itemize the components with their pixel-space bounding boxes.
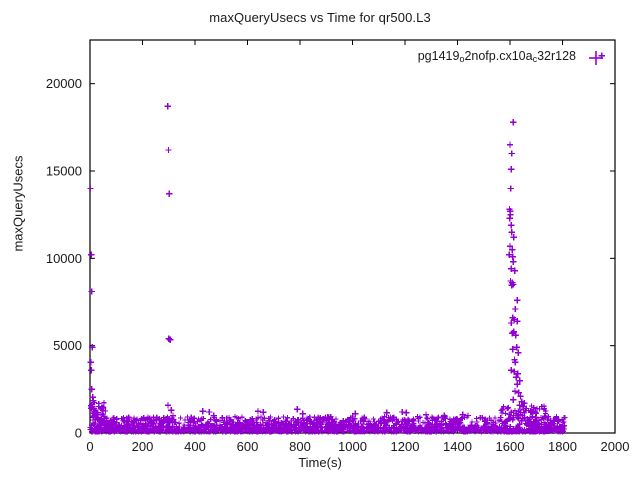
svg-text:0: 0 bbox=[86, 439, 93, 454]
svg-text:1600: 1600 bbox=[496, 439, 525, 454]
x-axis-label: Time(s) bbox=[298, 455, 342, 470]
svg-text:20000: 20000 bbox=[46, 76, 82, 91]
chart-title: maxQueryUsecs vs Time for qr500.L3 bbox=[209, 10, 431, 25]
svg-text:2000: 2000 bbox=[601, 439, 630, 454]
svg-text:1400: 1400 bbox=[443, 439, 472, 454]
axis-ticks: 0 200 400 600 800 1000 1200 1400 1600 1800 2000050… bbox=[46, 40, 630, 454]
svg-text:600: 600 bbox=[237, 439, 259, 454]
svg-text:800: 800 bbox=[289, 439, 311, 454]
svg-text:1800: 1800 bbox=[548, 439, 577, 454]
svg-text:0: 0 bbox=[75, 426, 82, 441]
svg-text:5000: 5000 bbox=[53, 338, 82, 353]
plot-frame bbox=[89, 39, 616, 434]
legend-series-label: pg1419o2nofp.cx10ac32r128 bbox=[417, 49, 576, 64]
data-points bbox=[87, 52, 606, 435]
legend-marker-plus-icon bbox=[589, 51, 603, 65]
svg-text:200: 200 bbox=[132, 439, 154, 454]
svg-text:400: 400 bbox=[184, 439, 206, 454]
svg-text:10000: 10000 bbox=[46, 251, 82, 266]
svg-text:1000: 1000 bbox=[338, 439, 367, 454]
svg-text:1200: 1200 bbox=[391, 439, 420, 454]
svg-text:15000: 15000 bbox=[46, 164, 82, 179]
